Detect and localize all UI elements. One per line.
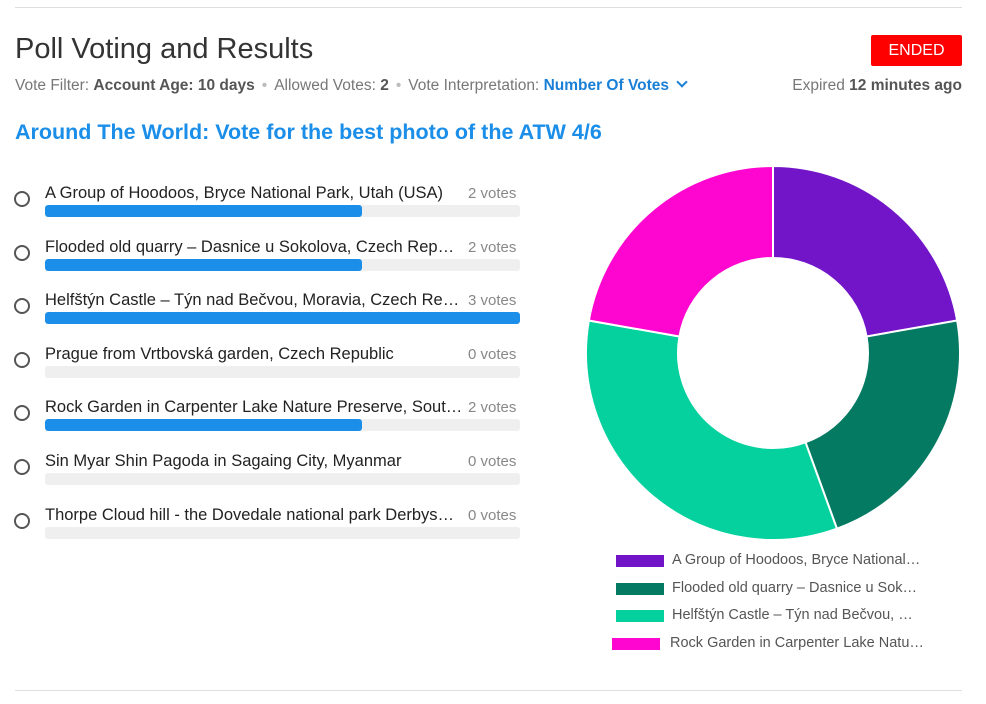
radio-button[interactable] xyxy=(14,458,30,475)
bottom-divider xyxy=(15,690,962,691)
interpretation-dropdown[interactable]: Number Of Votes xyxy=(543,76,688,94)
legend-label: Flooded old quarry – Dasnice u Sok… xyxy=(672,579,918,596)
vote-filter-label: Vote Filter: xyxy=(15,77,90,94)
poll-question: Around The World: Vote for the best phot… xyxy=(15,120,602,144)
vote-filter-value: Account Age: 10 days xyxy=(93,77,255,94)
vote-bar-fill xyxy=(45,205,362,217)
legend-swatch xyxy=(612,637,660,650)
expired-label: Expired xyxy=(792,77,845,94)
chart-slice xyxy=(772,164,959,338)
vote-bar-track xyxy=(45,205,520,217)
expired-info: Expired 12 minutes ago xyxy=(792,77,962,95)
expired-value: 12 minutes ago xyxy=(849,77,962,94)
vote-bar-fill xyxy=(45,258,362,271)
page-title: Poll Voting and Results xyxy=(15,33,314,65)
option-vote-count: 3 votes xyxy=(468,292,517,310)
legend-label: Helfštýn Castle – Týn nad Bečvou, … xyxy=(672,607,913,623)
option-label: Thorpe Cloud hill - the Dovedale nationa… xyxy=(45,505,463,524)
poll-option[interactable]: Flooded old quarry – Dasnice u Sokolova,… xyxy=(14,236,534,290)
vote-bar-track xyxy=(45,472,520,485)
legend-swatch xyxy=(616,610,664,622)
interpretation-label: Vote Interpretation: xyxy=(408,77,540,94)
option-label: Prague from Vrtbovská garden, Czech Repu… xyxy=(45,344,394,363)
poll-option[interactable]: Sin Myar Shin Pagoda in Sagaing City, My… xyxy=(14,450,534,504)
allowed-votes-label: Allowed Votes: xyxy=(274,77,376,94)
legend-label: Rock Garden in Carpenter Lake Natu… xyxy=(670,634,924,651)
poll-option[interactable]: Helfštýn Castle – Týn nad Bečvou, Moravi… xyxy=(14,289,534,343)
top-divider xyxy=(15,7,962,8)
legend-swatch xyxy=(616,555,664,567)
option-label: A Group of Hoodoos, Bryce National Park,… xyxy=(45,184,444,202)
radio-button[interactable] xyxy=(14,512,30,529)
poll-option[interactable]: Thorpe Cloud hill - the Dovedale nationa… xyxy=(14,504,534,558)
legend-swatch xyxy=(616,582,664,595)
separator-dot: • xyxy=(395,77,402,94)
status-badge: ENDED xyxy=(871,35,962,66)
chevron-down-icon[interactable] xyxy=(676,76,688,88)
radio-button[interactable] xyxy=(14,405,30,422)
option-label: Rock Garden in Carpenter Lake Nature Pre… xyxy=(45,398,463,417)
option-vote-count: 2 votes xyxy=(468,185,517,202)
separator-dot: • xyxy=(261,77,268,94)
results-donut-chart xyxy=(585,164,961,541)
vote-bar-track xyxy=(45,312,520,325)
legend-item[interactable]: A Group of Hoodoos, Bryce National… xyxy=(600,550,950,578)
radio-button[interactable] xyxy=(14,191,30,207)
vote-bar-track xyxy=(45,365,520,378)
allowed-votes-value: 2 xyxy=(380,77,389,94)
legend-item[interactable]: Flooded old quarry – Dasnice u Sok… xyxy=(600,578,950,606)
option-vote-count: 0 votes xyxy=(468,506,517,524)
option-vote-count: 2 votes xyxy=(468,399,517,417)
legend-item[interactable]: Helfštýn Castle – Týn nad Bečvou, … xyxy=(600,605,950,633)
poll-option[interactable]: Prague from Vrtbovská garden, Czech Repu… xyxy=(14,343,534,397)
poll-options: A Group of Hoodoos, Bryce National Park,… xyxy=(14,182,534,557)
vote-bar-fill xyxy=(45,312,520,325)
radio-button[interactable] xyxy=(14,244,30,261)
option-label: Sin Myar Shin Pagoda in Sagaing City, My… xyxy=(45,451,402,470)
option-vote-count: 0 votes xyxy=(468,452,517,470)
chart-slice xyxy=(587,164,774,338)
option-label: Helfštýn Castle – Týn nad Bečvou, Moravi… xyxy=(45,291,463,310)
vote-bar-fill xyxy=(45,419,362,432)
legend-item[interactable]: Rock Garden in Carpenter Lake Natu… xyxy=(600,633,950,661)
option-vote-count: 2 votes xyxy=(468,238,517,256)
option-vote-count: 0 votes xyxy=(468,345,517,363)
radio-button[interactable] xyxy=(14,298,30,315)
chart-legend: A Group of Hoodoos, Bryce National… Flood… xyxy=(600,550,950,660)
poll-option[interactable]: Rock Garden in Carpenter Lake Nature Pre… xyxy=(14,396,534,450)
radio-button[interactable] xyxy=(14,351,30,368)
chart-slice xyxy=(804,319,961,531)
legend-label: A Group of Hoodoos, Bryce National… xyxy=(672,552,921,568)
vote-bar-track xyxy=(45,526,520,539)
chart-slice xyxy=(585,319,839,541)
vote-bar-track xyxy=(45,258,520,271)
poll-option[interactable]: A Group of Hoodoos, Bryce National Park,… xyxy=(14,182,534,236)
option-label: Flooded old quarry – Dasnice u Sokolova,… xyxy=(45,237,463,256)
interpretation-value[interactable]: Number Of Votes xyxy=(543,77,670,94)
poll-meta: Vote Filter: Account Age: 10 days • Allowe… xyxy=(15,76,688,95)
vote-bar-track xyxy=(45,419,520,432)
